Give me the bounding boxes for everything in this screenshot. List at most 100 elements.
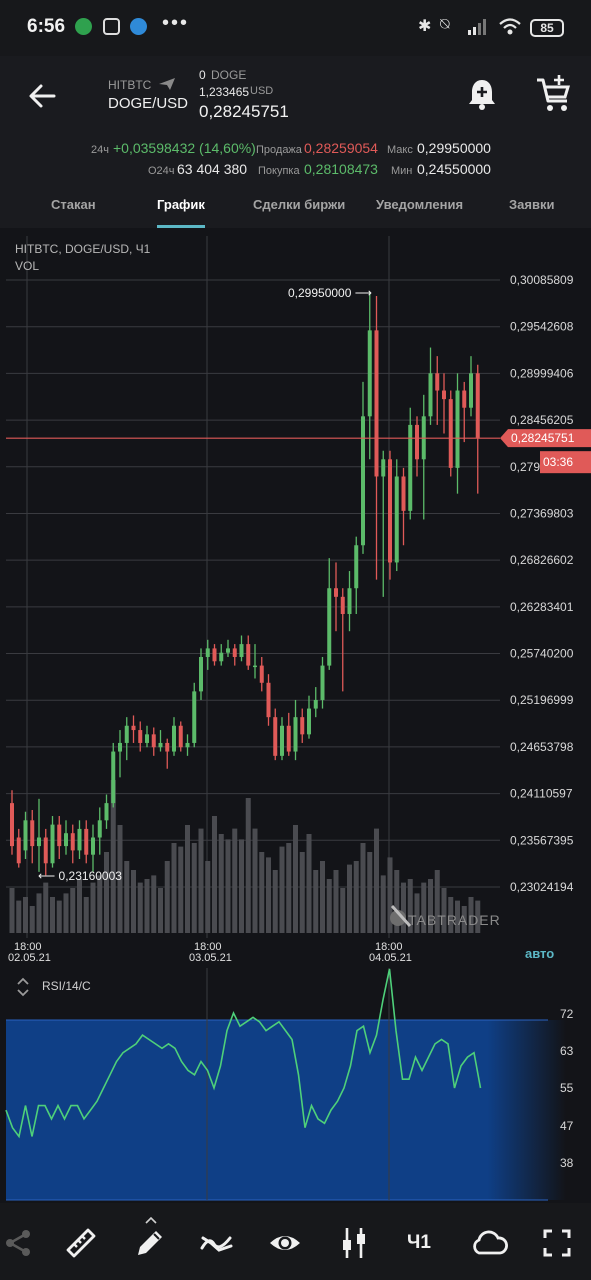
price-tick-label: 0,24110597: [510, 787, 573, 801]
volume-bar: [137, 882, 143, 933]
candle-body: [151, 734, 156, 748]
volume-bar: [380, 875, 386, 933]
price-tick-label: 0,25740200: [510, 647, 574, 661]
candle-body: [10, 803, 14, 847]
current-price-tag: [500, 429, 591, 448]
candle-body: [442, 390, 446, 400]
price-chart[interactable]: 0,30085809 0,29542608 0,28999406 0,28456205…: [0, 228, 591, 968]
low-price-marker: ⟵ 0,23160003: [38, 869, 122, 883]
candle-body: [91, 837, 95, 855]
chart-title: HITBTC, DOGE/USD, Ч1: [15, 242, 151, 256]
candle-body: [185, 742, 190, 748]
candle-body: [131, 725, 136, 731]
tab-notifications[interactable]: Уведомления: [376, 197, 464, 212]
candle-body: [394, 476, 399, 563]
buy-value: 0,28108473: [304, 161, 378, 177]
price-tick-label: 0,26826602: [510, 553, 574, 567]
candle-body: [219, 652, 224, 662]
tabtrader-logo-icon: [390, 904, 412, 928]
min-value: 0,24550000: [417, 161, 491, 177]
cloud-icon[interactable]: [470, 1226, 508, 1260]
eye-icon[interactable]: [268, 1226, 302, 1260]
volume-bar: [326, 879, 332, 933]
volume-bar: [83, 897, 89, 933]
candle-body: [50, 824, 55, 864]
ticker-header: [0, 56, 591, 182]
volume-bar: [70, 888, 76, 933]
candle-body: [239, 644, 244, 657]
volume-bar: [340, 888, 346, 933]
interval-button[interactable]: Ч1: [407, 1232, 431, 1253]
exchange-name[interactable]: HITBTC: [108, 78, 152, 92]
volume-bar: [333, 870, 339, 933]
candle-body: [415, 424, 419, 460]
candle-body: [16, 837, 21, 864]
tab-orders[interactable]: Заявки: [509, 197, 555, 212]
ruler-icon[interactable]: [64, 1226, 98, 1260]
candle-body: [37, 837, 41, 847]
volume-label: VOL: [15, 259, 40, 273]
volume-bar: [144, 879, 150, 933]
candle-body: [320, 665, 325, 700]
candle-body: [286, 725, 291, 752]
candle-body: [307, 708, 311, 735]
candle-body: [138, 730, 143, 743]
rsi-tick-55: 55: [560, 1081, 574, 1095]
back-arrow-icon[interactable]: [26, 80, 58, 112]
add-alert-bell-icon[interactable]: [464, 76, 500, 112]
add-to-cart-icon[interactable]: [534, 74, 574, 114]
tab-exchange-trades[interactable]: Сделки биржи: [253, 197, 346, 212]
candle-body: [367, 330, 372, 417]
indicators-icon[interactable]: [200, 1226, 234, 1260]
candle-body: [327, 588, 332, 666]
volume-bar: [212, 816, 217, 933]
resize-handle-icon[interactable]: [16, 976, 30, 998]
time-label-2: 18:00: [194, 941, 222, 953]
active-tab-indicator: [157, 225, 205, 228]
volume-bar: [367, 852, 373, 933]
usd-currency: USD: [250, 85, 274, 97]
volume-bar: [198, 828, 204, 933]
time-label-3: 18:00: [375, 941, 403, 953]
sim-icon: [103, 18, 120, 35]
mute-icon: ⍉: [440, 16, 450, 33]
candle-body: [212, 648, 217, 662]
volume-bar: [50, 897, 55, 933]
candle-body: [23, 820, 28, 851]
countdown-label: 03:36: [543, 455, 573, 469]
candle-body: [30, 820, 35, 847]
share-icon[interactable]: [1, 1226, 35, 1260]
auto-scale-button[interactable]: авто: [525, 946, 555, 961]
pair-name[interactable]: DOGE/USD: [108, 95, 189, 112]
candle-body: [455, 390, 460, 468]
volume-bar: [387, 857, 393, 933]
pencil-icon[interactable]: [133, 1226, 167, 1260]
volume-bar: [124, 861, 130, 933]
volume-bar: [131, 870, 136, 933]
tab-order-book[interactable]: Стакан: [51, 197, 96, 212]
rsi-panel[interactable]: [0, 968, 591, 1203]
volume-bar: [347, 864, 352, 933]
candle-body: [199, 656, 203, 692]
volume-bar: [468, 897, 474, 933]
candle-body: [401, 476, 406, 511]
candle-body: [111, 751, 116, 804]
tab-chart[interactable]: График: [157, 197, 205, 212]
candle-body: [97, 820, 102, 838]
candle-body: [428, 373, 433, 417]
date-label-2: 03.05.21: [189, 952, 232, 964]
volume-bar: [421, 882, 427, 933]
volume-bar: [218, 834, 224, 933]
battery-icon: 85: [530, 19, 564, 37]
candle-body: [273, 717, 278, 756]
candle-body: [462, 390, 467, 408]
max-label: Макс: [387, 144, 413, 156]
candles-icon[interactable]: [337, 1226, 371, 1260]
leaf-icon: [75, 18, 92, 35]
sell-label: Продажа: [256, 144, 302, 156]
volume-bar: [23, 897, 28, 933]
balance-currency: DOGE: [211, 68, 247, 82]
candle-body: [84, 828, 89, 855]
candle-body: [408, 424, 413, 511]
fullscreen-icon[interactable]: [540, 1226, 574, 1260]
